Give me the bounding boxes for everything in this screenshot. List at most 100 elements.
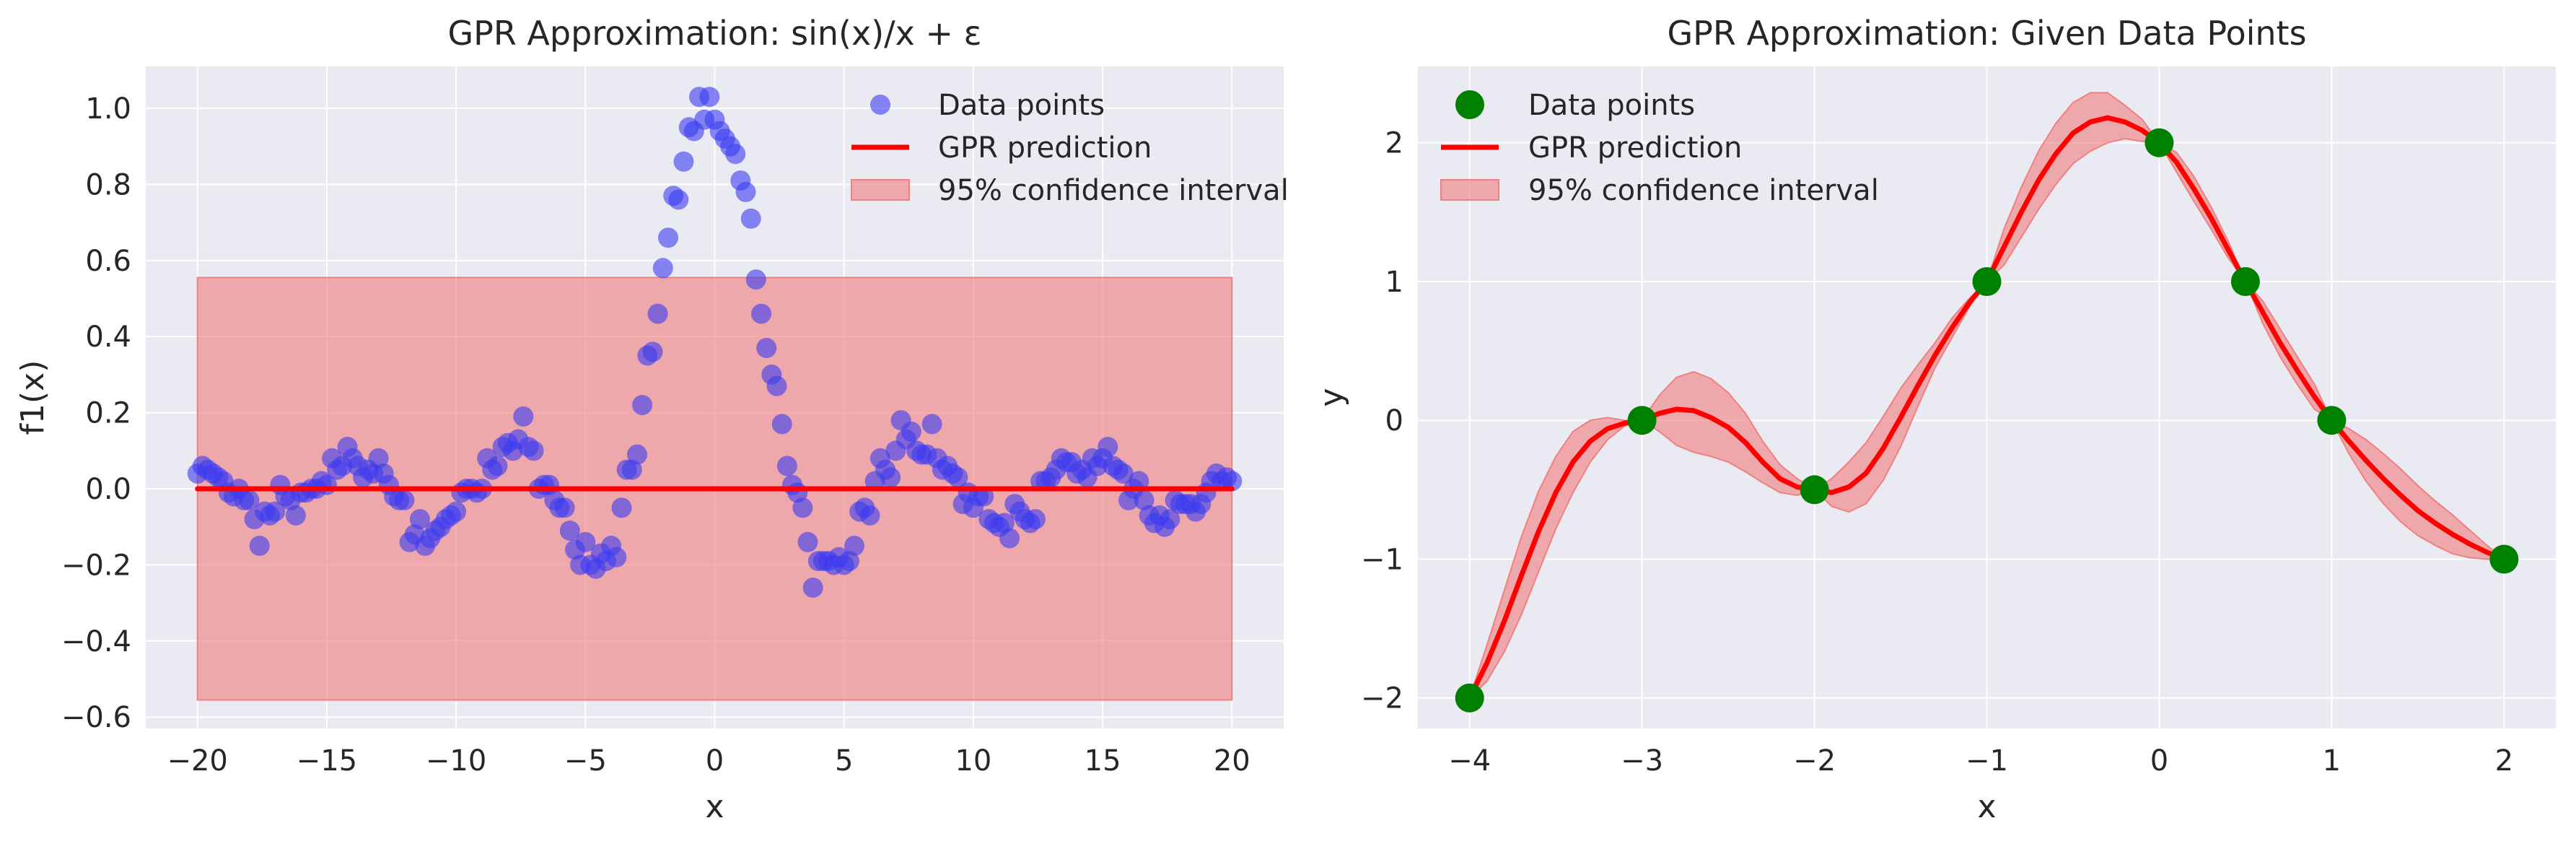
data-point <box>745 269 766 290</box>
legend-marker-confidence-interval <box>1440 179 1499 201</box>
x-tick-label: −2 <box>1793 744 1836 778</box>
data-point <box>652 258 673 279</box>
x-tick-label: −4 <box>1448 744 1491 778</box>
y-tick-label: −0.2 <box>61 549 131 582</box>
y-tick-label: −2 <box>1361 682 1403 715</box>
data-point <box>1113 463 1134 484</box>
data-point <box>776 456 797 477</box>
data-point <box>2230 267 2260 296</box>
chart-title: GPR Approximation: Given Data Points <box>1667 14 2306 53</box>
x-tick-label: 0 <box>706 744 724 778</box>
data-point <box>249 536 270 556</box>
data-point <box>554 497 575 518</box>
x-tick-label: −5 <box>564 744 607 778</box>
data-point <box>859 505 880 526</box>
legend-label: GPR prediction <box>938 131 1152 165</box>
x-tick-label: −20 <box>167 744 227 778</box>
x-tick-label: 0 <box>2150 744 2168 778</box>
data-point <box>802 578 823 598</box>
gpr-sinc-chart: −20 −15 −10 −5 0 5 10 15 20 −0.6 −0.4 −0.2 0.0 0.2 0.4… <box>14 14 1289 825</box>
data-point <box>999 528 1020 549</box>
y-tick-label: 1.0 <box>85 92 131 126</box>
data-point <box>1455 683 1484 713</box>
x-tick-label: 15 <box>1085 744 1121 778</box>
data-point <box>1098 437 1118 457</box>
data-point <box>668 189 689 210</box>
data-point <box>1134 490 1155 510</box>
legend-marker-data-points <box>1455 90 1484 119</box>
data-point <box>285 505 306 526</box>
y-tick-label: −1 <box>1361 543 1403 576</box>
data-point <box>611 497 632 518</box>
x-tick-label: 2 <box>2495 744 2513 778</box>
x-tick-label: −10 <box>426 744 486 778</box>
data-point <box>513 406 534 427</box>
data-point <box>627 444 647 465</box>
data-point <box>844 536 864 556</box>
x-tick-label: 20 <box>1214 744 1250 778</box>
x-tick-label: 1 <box>2323 744 2341 778</box>
data-point <box>446 501 467 522</box>
data-point <box>797 531 818 552</box>
legend-marker-confidence-interval <box>851 179 910 201</box>
y-axis-label: f1(x) <box>14 360 51 435</box>
legend-label: 95% confidence interval <box>938 174 1289 207</box>
data-point <box>1627 406 1657 435</box>
data-point <box>239 490 260 510</box>
y-tick-label: 0.4 <box>85 321 131 354</box>
data-point <box>880 467 901 488</box>
data-point <box>2489 544 2519 574</box>
data-point <box>647 303 668 324</box>
data-point <box>735 181 756 202</box>
data-point <box>658 227 678 248</box>
data-point <box>1800 475 1829 505</box>
data-point <box>2145 128 2174 157</box>
legend-label: GPR prediction <box>1528 131 1742 165</box>
data-point <box>901 421 921 442</box>
data-point <box>838 551 859 572</box>
data-point <box>1025 509 1046 530</box>
data-point <box>2317 406 2347 435</box>
data-point <box>792 497 813 518</box>
data-point <box>368 448 389 469</box>
data-point <box>921 414 942 435</box>
data-point <box>673 151 694 172</box>
legend-label: Data points <box>938 89 1105 122</box>
data-point <box>766 375 787 396</box>
y-tick-label: 0.2 <box>85 397 131 430</box>
data-point <box>265 501 286 522</box>
x-axis-label: x <box>1977 788 1996 825</box>
data-point <box>642 341 663 362</box>
legend: Data points GPR prediction 95% confidence … <box>851 89 1289 207</box>
legend-marker-data-points <box>870 95 890 115</box>
y-tick-label: 0.6 <box>85 245 131 278</box>
x-tick-label: −1 <box>1966 744 2008 778</box>
data-point <box>606 547 627 567</box>
data-point <box>1129 471 1149 492</box>
data-point <box>575 531 596 552</box>
y-tick-label: −0.6 <box>61 701 131 734</box>
data-point <box>771 414 792 435</box>
legend: Data points GPR prediction 95% confidence … <box>1440 89 1879 207</box>
data-point <box>1160 509 1180 530</box>
data-point <box>559 521 580 541</box>
data-point <box>1222 471 1243 492</box>
data-point <box>394 490 415 510</box>
data-point <box>740 208 761 229</box>
y-tick-label: 2 <box>1385 127 1403 160</box>
x-axis-label: x <box>705 788 724 825</box>
legend-label: Data points <box>1528 89 1695 122</box>
y-axis-label: y <box>1313 388 1350 406</box>
data-point <box>1972 267 2002 296</box>
y-tick-label: 0 <box>1385 404 1403 438</box>
x-tick-label: 5 <box>835 744 853 778</box>
data-point <box>751 303 771 324</box>
x-tick-label: −15 <box>297 744 357 778</box>
x-tick-label: 10 <box>955 744 991 778</box>
x-tick-label: −3 <box>1621 744 1663 778</box>
data-point <box>756 338 777 358</box>
data-point <box>725 144 746 165</box>
data-point <box>994 513 1015 534</box>
data-point <box>947 467 968 488</box>
